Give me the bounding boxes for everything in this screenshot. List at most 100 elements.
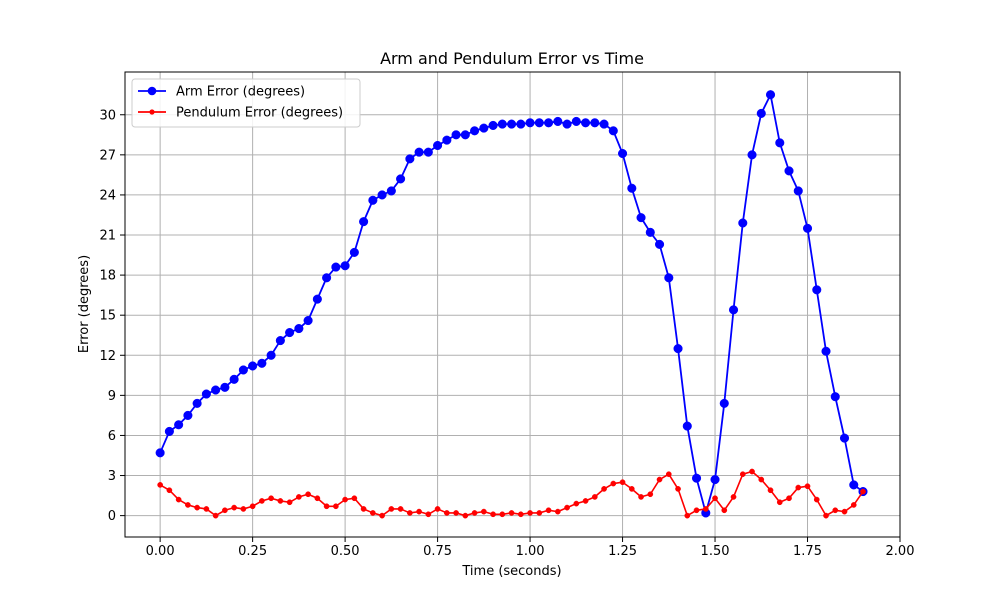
pendulum-data-point [749, 468, 755, 475]
arm-data-point [728, 305, 739, 315]
pendulum-data-point [573, 500, 580, 507]
pendulum-data-point [203, 506, 210, 512]
arm-data-point [238, 365, 248, 375]
y-tick-label: 12 [99, 349, 116, 364]
pendulum-data-point [721, 507, 728, 514]
arm-data-point [405, 154, 415, 164]
arm-data-point [516, 119, 526, 129]
x-tick-label: 0.75 [423, 544, 452, 559]
arm-data-point [756, 108, 766, 118]
series-line-arm [159, 93, 864, 514]
arm-data-point [645, 227, 655, 237]
pendulum-data-point [702, 506, 709, 512]
legend: Arm Error (degrees) Pendulum Error (degre… [131, 78, 361, 128]
pendulum-data-point [370, 510, 376, 516]
pendulum-data-point [499, 511, 506, 518]
pendulum-data-point [453, 510, 459, 516]
arm-data-point [608, 126, 618, 136]
pendulum-data-point [739, 471, 746, 478]
arm-data-point [174, 420, 184, 430]
y-axis-label: Error (degrees) [77, 255, 92, 353]
y-tick-label: 15 [99, 309, 116, 324]
arm-data-point [812, 285, 822, 295]
pendulum-data-point [860, 488, 866, 495]
pendulum-data-point [185, 502, 191, 508]
arm-data-point [229, 374, 239, 384]
pendulum-data-point [397, 506, 404, 512]
pendulum-data-point [850, 502, 857, 508]
pendulum-data-point [416, 508, 422, 515]
pendulum-data-point [314, 495, 321, 502]
pendulum-data-point [582, 498, 589, 504]
pendulum-data-point [157, 482, 163, 488]
pendulum-data-point [619, 479, 626, 486]
axis-ticks: 0.00 0.25 0.50 0.75 1.00 1.25 1.50 1.75 2.00 0 3 6 9… [99, 108, 914, 559]
arm-data-point [627, 183, 637, 193]
pendulum-data-point [545, 507, 552, 514]
arm-data-point [525, 118, 535, 128]
pendulum-data-point [360, 506, 367, 512]
x-axis-label: Time (seconds) [461, 564, 561, 579]
pendulum-data-point [527, 510, 533, 516]
arm-data-point [765, 90, 776, 100]
arm-data-point [386, 186, 396, 196]
x-tick-label: 1.50 [701, 544, 730, 559]
pendulum-data-point [268, 495, 274, 502]
arm-data-point [201, 389, 211, 399]
plot-frame [124, 71, 901, 538]
arm-data-point [322, 273, 332, 283]
y-tick-label: 3 [108, 469, 116, 484]
pendulum-data-point [222, 507, 228, 514]
arm-data-point [368, 195, 378, 205]
arm-data-point [183, 410, 193, 420]
pendulum-data-point [277, 498, 284, 504]
pendulum-data-point [212, 512, 219, 519]
pendulum-data-point [296, 494, 302, 500]
arm-data-point [331, 262, 341, 272]
pendulum-data-point [443, 510, 450, 516]
pendulum-data-point [813, 496, 820, 503]
arm-data-point [359, 217, 369, 227]
pendulum-data-point [638, 494, 644, 500]
pendulum-data-point [305, 491, 311, 498]
arm-data-point [294, 324, 304, 334]
pendulum-data-point [388, 506, 395, 512]
x-tick-label: 2.00 [886, 544, 915, 559]
arm-data-point [636, 213, 646, 223]
pendulum-data-point [175, 496, 182, 503]
pendulum-data-point [628, 486, 635, 492]
arm-data-point [682, 421, 692, 431]
arm-data-point [220, 382, 230, 392]
pendulum-data-point [425, 511, 432, 518]
arm-data-point [275, 336, 285, 346]
arm-data-point [793, 186, 803, 196]
arm-data-point [849, 480, 859, 490]
pendulum-data-point [684, 512, 691, 519]
arm-data-point [451, 130, 461, 140]
pendulum-data-point [591, 494, 598, 500]
x-tick-label: 1.75 [793, 544, 822, 559]
pendulum-data-point [610, 480, 617, 487]
arm-data-point [562, 119, 572, 129]
pendulum-data-point [647, 491, 654, 498]
arm-data-point [553, 116, 563, 126]
pendulum-data-point [471, 510, 478, 516]
pendulum-data-point [795, 484, 802, 491]
pendulum-data-point [730, 494, 737, 500]
arm-data-point [581, 118, 591, 128]
pendulum-data-point [823, 512, 829, 519]
arm-data-point [664, 273, 674, 283]
arm-data-point [470, 126, 480, 136]
y-tick-label: 0 [108, 509, 116, 524]
pendulum-data-point [490, 511, 496, 518]
arm-data-point [497, 119, 507, 129]
arm-data-point [618, 148, 628, 159]
arm-data-point [248, 361, 258, 371]
pendulum-data-point [656, 476, 663, 483]
pendulum-data-point [259, 498, 265, 504]
pendulum-data-point [776, 499, 783, 506]
pendulum-data-point [379, 512, 385, 519]
pendulum-data-point [564, 504, 570, 511]
pendulum-data-point [342, 496, 348, 503]
arm-data-point [571, 116, 581, 126]
